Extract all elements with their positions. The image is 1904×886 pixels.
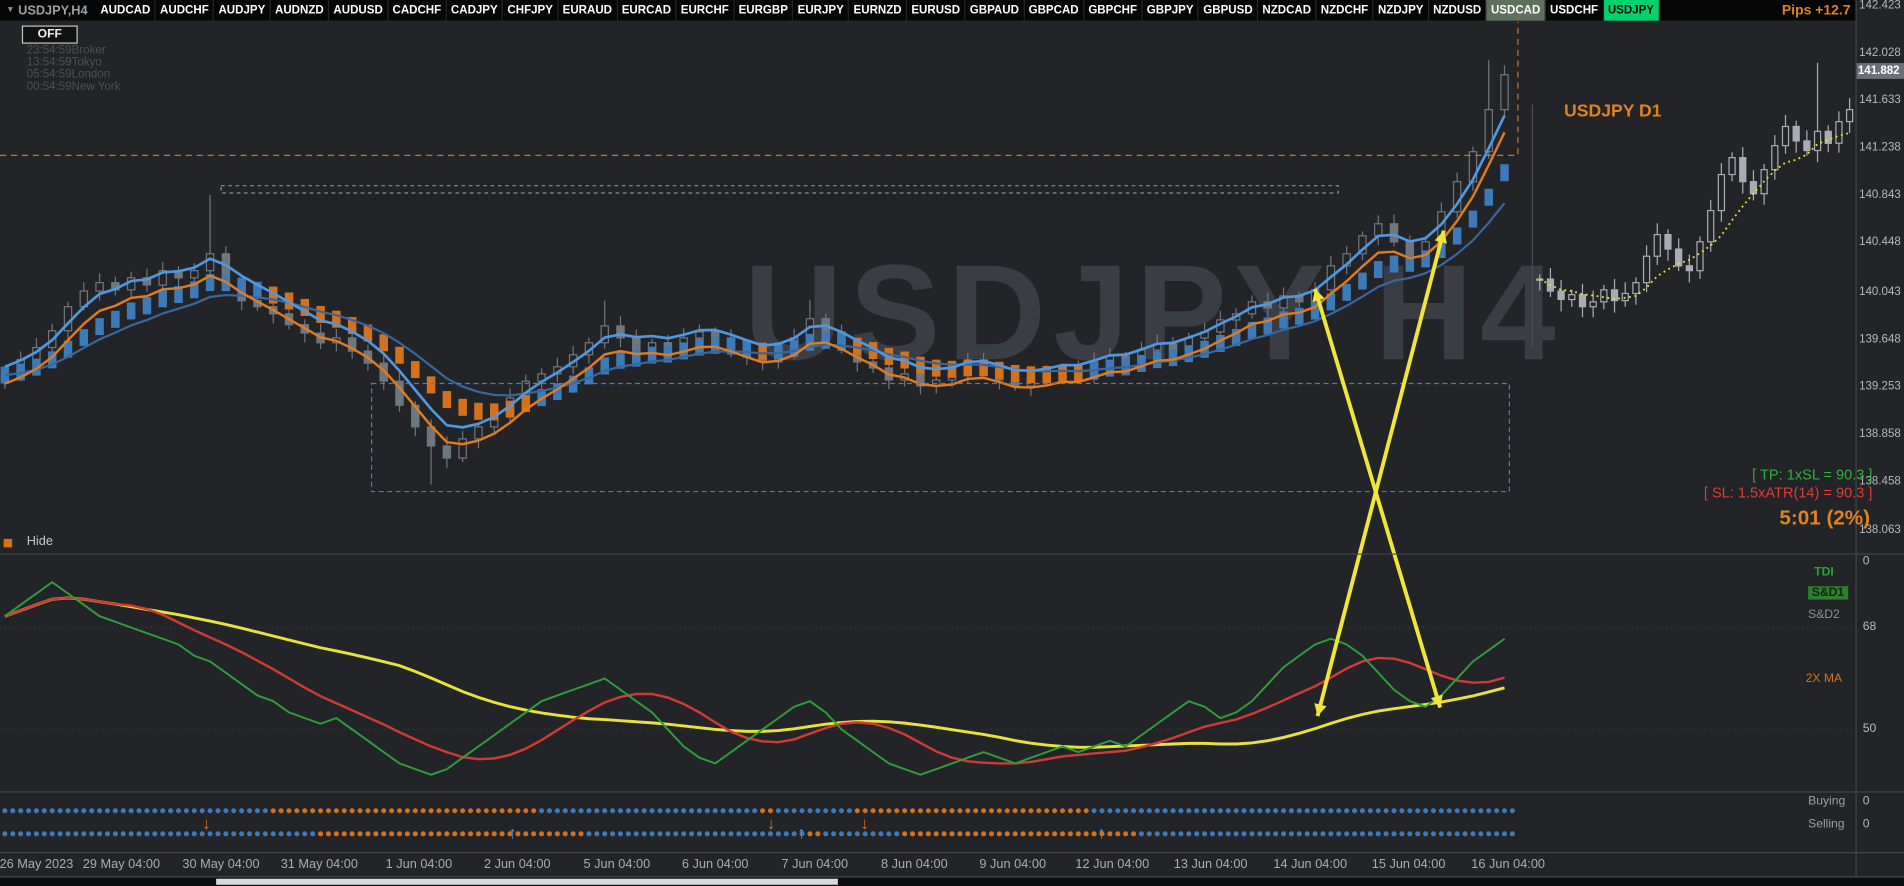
2xma-label: 2X MA	[1805, 672, 1843, 686]
tdi-axis-value: 50	[1862, 722, 1877, 736]
symbol-tab-audusd[interactable]: AUDUSD	[329, 0, 389, 21]
symbol-tabs: AUDCAD AUDCHF AUDJPY AUDNZD AUDUSD CADCHF CADJ…	[96, 0, 1660, 21]
d1-ma-dotted-line	[1539, 132, 1850, 300]
tdi-axis-value: 68	[1862, 620, 1877, 634]
buy-arrow-icon: ↑	[508, 824, 517, 843]
tdi-rsi-line	[4, 581, 1506, 776]
buy-arrow-icon: ↑	[1097, 824, 1106, 843]
symbol-tab-nzdjpy[interactable]: NZDJPY	[1374, 0, 1429, 21]
symbol-tab-cadjpy[interactable]: CADJPY	[447, 0, 504, 21]
symbol-tab-nzdchf[interactable]: NZDCHF	[1317, 0, 1374, 21]
buy-arrow-icon: ↑	[797, 824, 806, 843]
yellow-arrow-annotation[interactable]	[1312, 288, 1443, 709]
symbol-tab-nzdusd[interactable]: NZDUSD	[1429, 0, 1487, 21]
symbol-tab-eurjpy[interactable]: EURJPY	[793, 0, 850, 21]
sell-arrow-icon: ↓	[860, 814, 869, 833]
symbol-tab-chfjpy[interactable]: CHFJPY	[503, 0, 559, 21]
symbol-tab-audjpy[interactable]: AUDJPY	[214, 0, 271, 21]
lower-channel-line	[4, 131, 1506, 446]
symbol-tab-gbpusd[interactable]: GBPUSD	[1199, 0, 1259, 21]
symbol-tab-euraud[interactable]: EURAUD	[558, 0, 618, 21]
symbol-tab-usdchf[interactable]: USDCHF	[1546, 0, 1604, 21]
session-london: 05:54:59London	[26, 67, 111, 82]
symbol-tab-eurgbp[interactable]: EURGBP	[734, 0, 794, 21]
symbol-tab-eurnzd[interactable]: EURNZD	[849, 0, 908, 21]
current-price-badge: 141.882	[1856, 63, 1904, 79]
tdi-market-base-line	[4, 596, 1505, 749]
pips-counter: Pips +12.7	[1781, 3, 1851, 18]
upper-channel-line	[4, 114, 1506, 429]
selling-label: Selling	[1808, 818, 1845, 832]
buying-value: 0	[1862, 794, 1870, 809]
symbol-tab-gbpchf[interactable]: GBPCHF	[1084, 0, 1143, 21]
symbol-tab-bar: ▼ USDJPY,H4 AUDCAD AUDCHF AUDJPY AUDNZD AUDU…	[0, 0, 1856, 22]
h-scrollbar-thumb[interactable]	[216, 878, 838, 885]
session-tokyo: 13:54:59Tokyo	[26, 55, 102, 70]
hide-button[interactable]: Hide	[26, 534, 53, 549]
blue-dashed-box[interactable]	[370, 382, 1510, 493]
sd1-badge: S&D1	[1808, 586, 1848, 600]
buying-label: Buying	[1808, 794, 1846, 809]
tdi-axis-value: 0	[1862, 554, 1870, 569]
yellow-arrow-annotation[interactable]	[1314, 230, 1447, 717]
symbol-tab-usdjpy[interactable]: USDJPY	[1603, 0, 1660, 21]
symbol-tab-cadchf[interactable]: CADCHF	[388, 0, 447, 21]
tdi-signal-line	[4, 596, 1505, 765]
symbol-tab-gbpaud[interactable]: GBPAUD	[966, 0, 1025, 21]
symbol-tab-usdcad[interactable]: USDCAD	[1486, 0, 1546, 21]
chart-title: USDJPY,H4	[18, 3, 88, 18]
indicator-swatch-icon	[3, 538, 13, 548]
symbol-tab-nzdcad[interactable]: NZDCAD	[1258, 0, 1317, 21]
tdi-label: TDI	[1814, 565, 1834, 579]
gray-dashed-box[interactable]	[220, 185, 1339, 194]
sell-arrow-icon: ↓	[202, 814, 211, 833]
symbol-tab-audnzd[interactable]: AUDNZD	[271, 0, 330, 21]
selling-value: 0	[1862, 818, 1870, 832]
session-clocks: 23:54:59Broker 13:54:59Tokyo 05:54:59Lon…	[26, 43, 121, 94]
symbol-tab-eurcad[interactable]: EURCAD	[617, 0, 677, 21]
symbol-tab-eurusd[interactable]: EURUSD	[907, 0, 966, 21]
sell-arrow-icon: ↓	[767, 814, 776, 833]
d1-overlay-label: USDJPY D1	[1564, 101, 1662, 122]
symbol-tab-gbpcad[interactable]: GBPCAD	[1024, 0, 1085, 21]
sl-text: [ SL: 1.5xATR(14) = 90.3 ]	[1703, 484, 1873, 502]
orange-dashed-box[interactable]	[0, 20, 1519, 156]
symbol-tab-audcad[interactable]: AUDCAD	[96, 0, 156, 21]
tp-text: [ TP: 1xSL = 90.3 ]	[1752, 466, 1873, 484]
off-button[interactable]: OFF	[21, 25, 78, 44]
slow-ma-line	[4, 202, 1506, 397]
symbol-tab-gbpjpy[interactable]: GBPJPY	[1143, 0, 1200, 21]
session-newyork: 00:54:59New York	[26, 80, 121, 94]
symbol-tab-eurchf[interactable]: EURCHF	[677, 0, 735, 21]
candle-timer: 5:01 (2%)	[1779, 506, 1871, 530]
symbol-tab-audchf[interactable]: AUDCHF	[156, 0, 215, 21]
chevron-down-icon[interactable]: ▼	[6, 6, 15, 15]
h-scrollbar[interactable]	[0, 877, 1904, 886]
session-broker: 23:54:59Broker	[26, 43, 106, 58]
sd2-label: S&D2	[1808, 608, 1840, 622]
